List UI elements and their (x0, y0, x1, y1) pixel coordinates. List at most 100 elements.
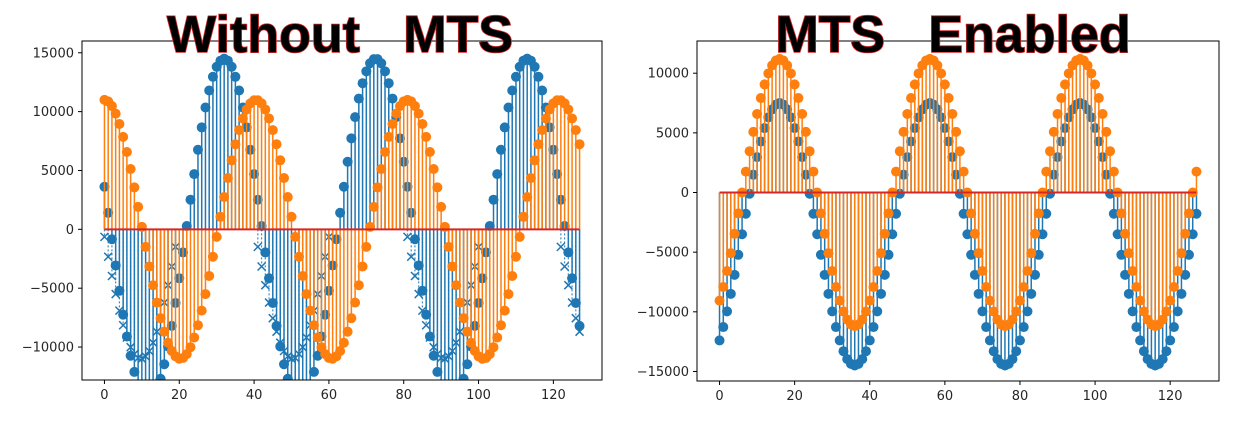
data-point (152, 327, 162, 337)
data-point (215, 211, 226, 222)
data-point (722, 306, 733, 317)
data-point (305, 305, 316, 316)
data-point (1157, 354, 1168, 365)
data-point (823, 288, 834, 299)
data-point (1014, 335, 1025, 346)
data-point (793, 93, 804, 104)
data-point (308, 379, 312, 380)
data-point (1052, 108, 1063, 119)
data-point (864, 335, 875, 346)
data-point (872, 306, 883, 317)
data-point (1060, 79, 1071, 90)
data-point (234, 85, 245, 96)
data-point (932, 60, 943, 71)
data-point (556, 242, 566, 252)
data-point (966, 208, 977, 219)
data-point (1172, 266, 1183, 277)
data-point (380, 147, 391, 158)
data-point (455, 327, 465, 337)
data-point (984, 335, 995, 346)
data-point (1041, 166, 1052, 177)
data-point (346, 313, 357, 324)
data-point (815, 249, 826, 260)
data-point (346, 133, 357, 144)
data-point (1029, 269, 1040, 280)
data-point (207, 251, 218, 262)
data-point (286, 211, 297, 222)
data-point (981, 281, 992, 292)
x-tick-label: 60 (937, 389, 954, 404)
data-point (383, 78, 394, 89)
data-point (357, 78, 368, 89)
data-point (763, 68, 774, 79)
data-point (410, 271, 420, 281)
data-point (510, 251, 521, 262)
data-point (451, 392, 461, 402)
data-point (977, 306, 988, 317)
data-point (133, 201, 144, 212)
data-point (137, 389, 147, 399)
data-point (909, 79, 920, 90)
data-point (759, 79, 770, 90)
data-point (1026, 248, 1037, 259)
data-point (406, 252, 416, 262)
data-point (282, 192, 293, 203)
data-point (294, 349, 304, 359)
data-point (159, 326, 170, 337)
data-point (1018, 281, 1029, 292)
data-point (204, 85, 215, 96)
data-point (1120, 228, 1131, 239)
data-point (495, 320, 506, 331)
data-point (237, 113, 248, 124)
data-point (222, 173, 233, 184)
data-point (570, 125, 581, 136)
data-point (357, 261, 368, 272)
data-point (1138, 306, 1149, 317)
data-point (492, 169, 503, 180)
data-point (830, 322, 841, 333)
data-point (969, 269, 980, 280)
data-point (488, 342, 499, 353)
data-point (755, 93, 766, 104)
data-point (387, 93, 398, 104)
data-point (204, 270, 215, 281)
data-point (312, 350, 323, 361)
data-point (902, 108, 913, 119)
data-point (391, 108, 402, 119)
data-point (148, 280, 159, 291)
data-point (1131, 281, 1142, 292)
data-point (129, 366, 140, 377)
data-point (230, 139, 241, 150)
data-point (913, 68, 924, 79)
data-point (838, 346, 849, 357)
data-point (1045, 188, 1056, 199)
data-point (518, 211, 529, 222)
data-point (876, 288, 887, 299)
data-point (444, 351, 454, 361)
data-point (838, 306, 849, 317)
data-point (219, 192, 230, 203)
data-point (275, 338, 285, 348)
data-point (111, 289, 121, 299)
data-point (260, 104, 271, 115)
data-point (444, 394, 454, 404)
data-point (988, 306, 999, 317)
data-point (868, 281, 879, 292)
data-point (887, 229, 898, 240)
data-point (298, 342, 308, 352)
data-point (443, 241, 454, 252)
data-point (560, 261, 570, 271)
data-point (189, 332, 200, 343)
data-point (114, 306, 124, 316)
data-point (107, 271, 117, 281)
y-tick-label: −5000 (30, 282, 74, 297)
data-point (966, 249, 977, 260)
data-point (110, 108, 121, 119)
data-point (740, 166, 751, 177)
data-point (954, 188, 965, 199)
data-point (1082, 60, 1093, 71)
data-point (733, 208, 744, 219)
data-point (140, 241, 151, 252)
data-point (118, 131, 129, 142)
data-point (1161, 346, 1172, 357)
